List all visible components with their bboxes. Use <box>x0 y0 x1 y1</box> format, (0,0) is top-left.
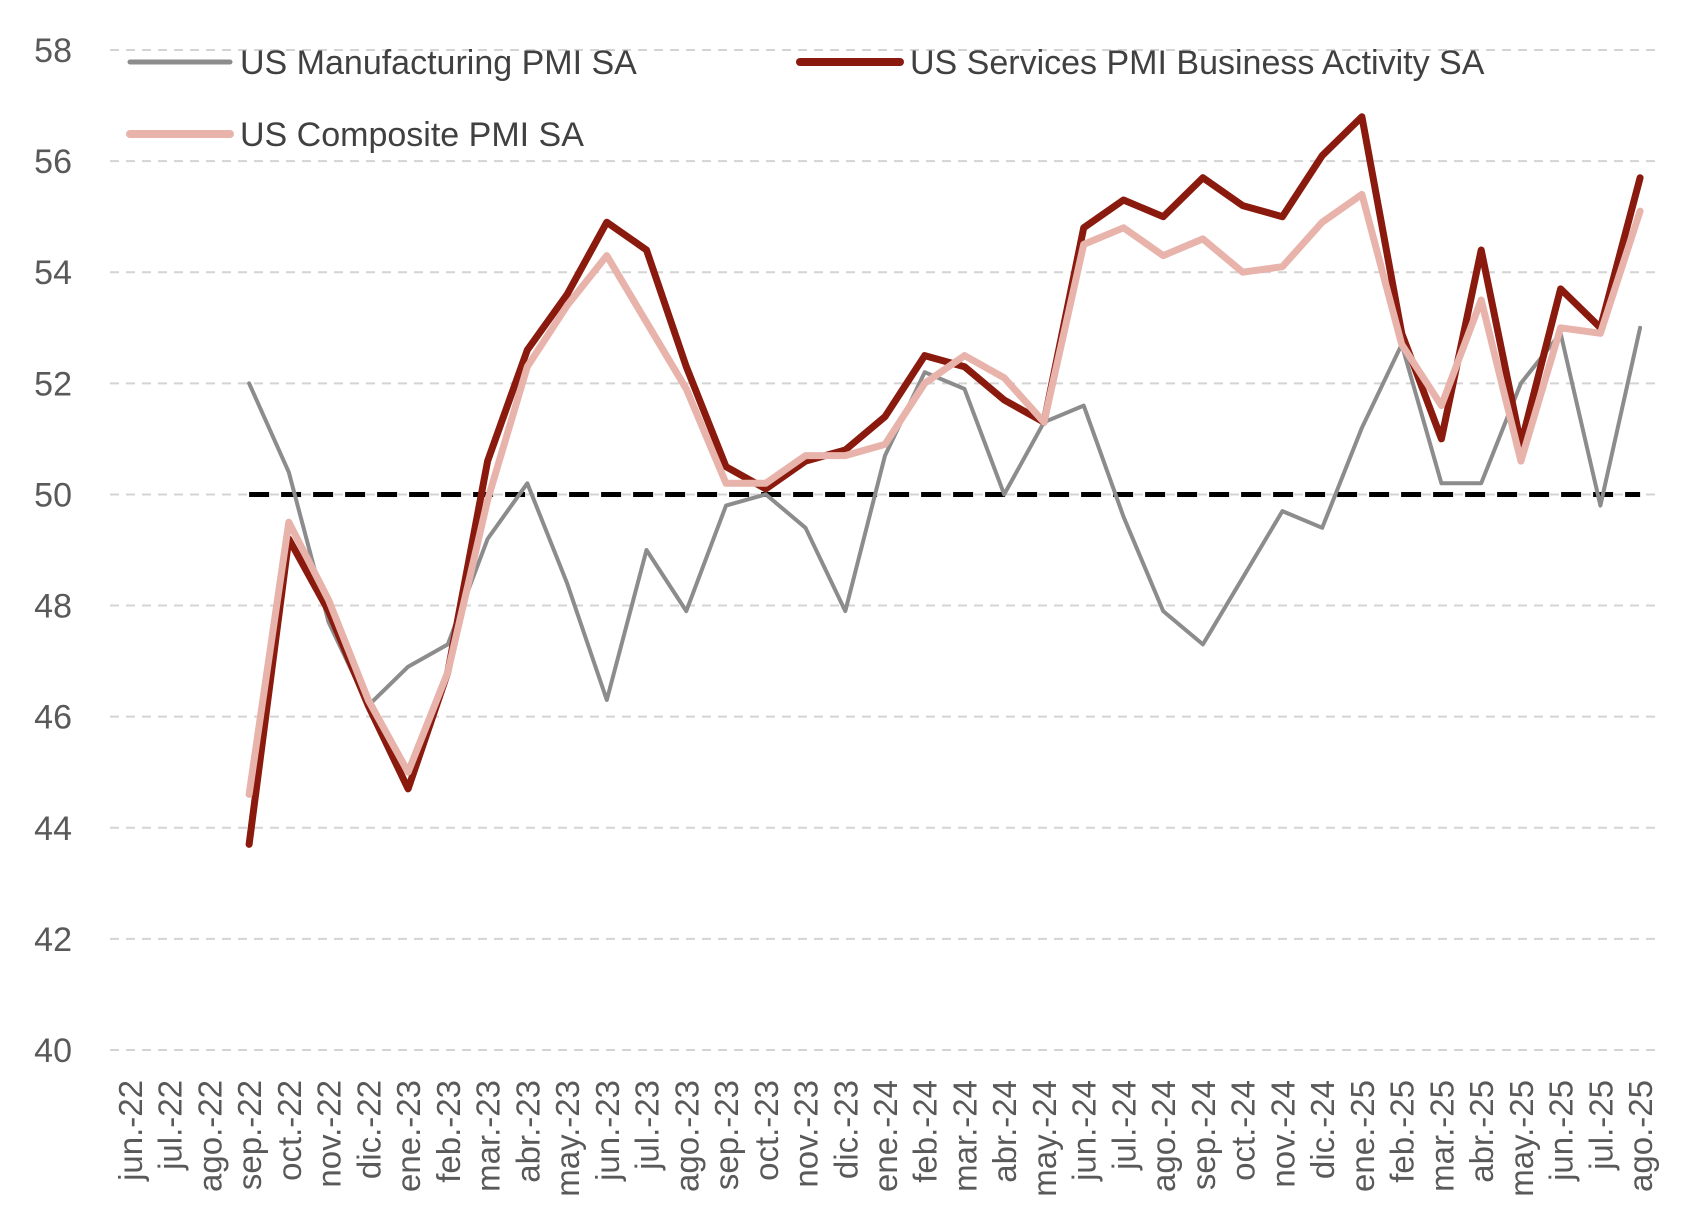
x-tick-label: ago.-24 <box>1145 1080 1182 1192</box>
y-tick-label: 50 <box>34 476 72 514</box>
y-tick-label: 54 <box>34 254 72 292</box>
x-tick-label: abr.-24 <box>986 1080 1023 1183</box>
series-line-3 <box>245 190 1644 798</box>
series-line-2 <box>245 113 1644 848</box>
x-tick-label: mar.-23 <box>470 1080 507 1192</box>
x-tick-label: feb.-25 <box>1384 1080 1421 1183</box>
legend: US Manufacturing PMI SA US Services PMI B… <box>126 44 1485 154</box>
y-tick-label: 48 <box>34 588 72 626</box>
x-tick-label: abr.-23 <box>509 1080 546 1183</box>
x-tick-label: oct.-24 <box>1225 1080 1262 1181</box>
x-axis-ticks: jun.-22 jul.-22 ago.-22 sep.-22 oct.-22 nov.-… <box>112 1080 1659 1197</box>
y-tick-label: 58 <box>34 32 72 70</box>
y-tick-label: 56 <box>34 143 72 181</box>
x-tick-label: mar.-24 <box>946 1080 983 1192</box>
x-tick-label: abr.-25 <box>1463 1080 1500 1183</box>
x-tick-label: jul.-25 <box>1582 1080 1619 1171</box>
x-tick-label: may.-25 <box>1503 1080 1540 1197</box>
series-line-1 <box>247 325 1643 708</box>
y-tick-label: 44 <box>34 810 72 848</box>
x-tick-label: ago.-25 <box>1622 1080 1659 1192</box>
x-tick-label: jun.-23 <box>589 1080 626 1182</box>
x-tick-label: oct.-22 <box>271 1080 308 1181</box>
x-tick-label: oct.-23 <box>748 1080 785 1181</box>
x-tick-label: jun.-25 <box>1543 1080 1580 1182</box>
x-tick-label: nov.-22 <box>311 1080 348 1188</box>
y-axis-ticks: 40 42 44 46 48 50 52 54 56 58 <box>34 32 72 1070</box>
x-tick-label: sep.-24 <box>1185 1080 1222 1190</box>
x-tick-label: jul.-23 <box>629 1080 666 1171</box>
x-tick-label: jul.-24 <box>1105 1080 1142 1171</box>
x-tick-label: jun.-22 <box>112 1080 149 1182</box>
x-tick-label: ene.-23 <box>390 1080 427 1192</box>
y-tick-label: 42 <box>34 921 72 959</box>
x-tick-label: sep.-23 <box>708 1080 745 1190</box>
x-tick-label: ago.-22 <box>191 1080 228 1192</box>
x-tick-label: nov.-24 <box>1264 1080 1301 1188</box>
legend-label: US Composite PMI SA <box>240 116 584 154</box>
x-tick-label: feb.-23 <box>430 1080 467 1183</box>
y-tick-label: 46 <box>34 699 72 737</box>
x-tick-label: ene.-25 <box>1344 1080 1381 1192</box>
x-tick-label: dic.-23 <box>827 1080 864 1179</box>
x-tick-label: dic.-24 <box>1304 1080 1341 1179</box>
x-tick-label: may.-23 <box>549 1080 586 1197</box>
legend-label: US Services PMI Business Activity SA <box>910 44 1485 82</box>
x-tick-label: nov.-23 <box>788 1080 825 1188</box>
legend-label: US Manufacturing PMI SA <box>240 44 637 82</box>
x-tick-label: may.-24 <box>1026 1080 1063 1197</box>
y-tick-label: 52 <box>34 365 72 403</box>
gridlines <box>110 49 1660 1051</box>
x-tick-label: feb.-24 <box>907 1080 944 1183</box>
x-tick-label: ene.-24 <box>867 1080 904 1192</box>
x-tick-label: ago.-23 <box>668 1080 705 1192</box>
x-tick-label: dic.-22 <box>350 1080 387 1179</box>
x-tick-label: jun.-24 <box>1066 1080 1103 1182</box>
x-tick-label: mar.-25 <box>1423 1080 1460 1192</box>
x-tick-label: jul.-22 <box>152 1080 189 1171</box>
y-tick-label: 40 <box>34 1032 72 1070</box>
x-tick-label: sep.-22 <box>231 1080 268 1190</box>
series-lines <box>245 113 1644 848</box>
